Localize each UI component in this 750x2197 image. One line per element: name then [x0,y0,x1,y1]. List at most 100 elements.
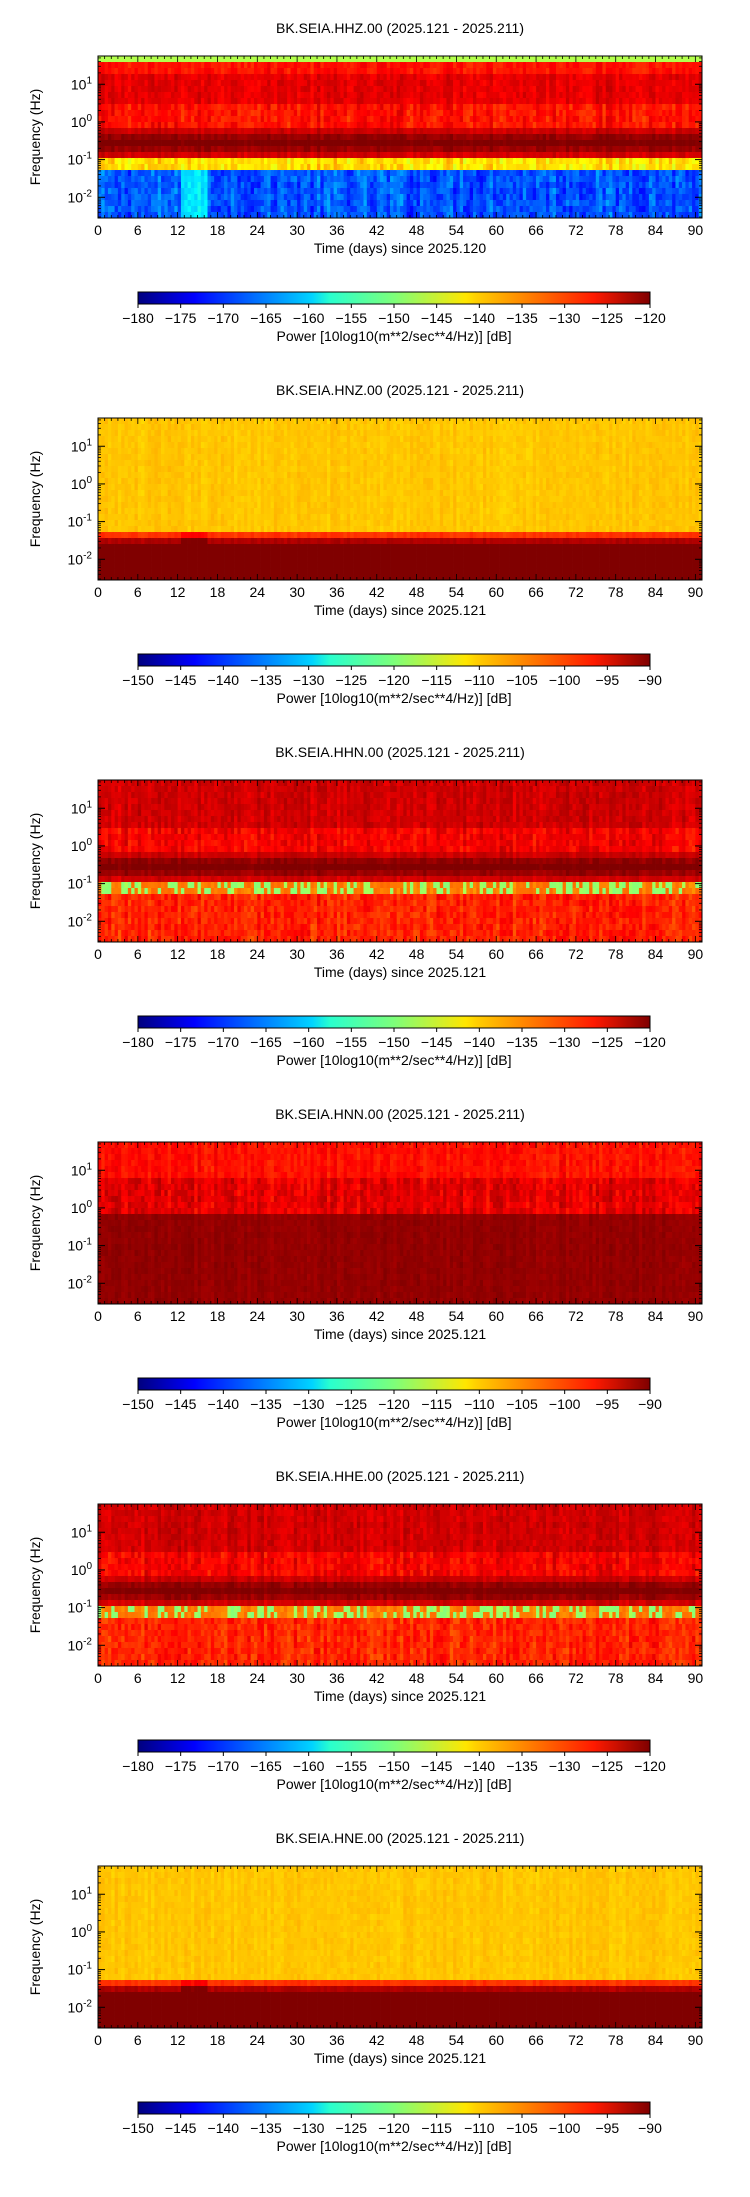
heatmap-cell [220,158,225,165]
heatmap-cell [310,188,315,195]
heatmap-cell [121,62,125,69]
heatmap-cell [403,182,407,189]
heatmap-cell [516,128,520,135]
heatmap-cell [117,56,122,63]
heatmap-cell [585,212,590,219]
heatmap-cell [147,134,152,141]
heatmap-cell [406,104,411,111]
heatmap-cell [141,170,145,177]
heatmap-cell [652,188,656,195]
heatmap-cell [253,146,258,153]
heatmap-cell [184,110,188,117]
heatmap-cell [433,140,437,147]
heatmap-cell [124,110,129,117]
heatmap-cell [565,62,570,69]
heatmap-cell [317,158,321,165]
heatmap-cell [502,140,507,147]
heatmap-cell [672,74,676,81]
heatmap-cell [320,170,325,177]
heatmap-cell [526,68,530,75]
heatmap-cell [131,116,135,123]
heatmap-cell [463,212,467,219]
heatmap-cell [562,68,567,75]
heatmap-cell [642,56,646,63]
heatmap-cell [682,182,686,189]
heatmap-cell [622,62,627,69]
heatmap-cell [482,86,487,93]
heatmap-cell [380,164,384,171]
heatmap-cell [164,152,169,159]
heatmap-cell [161,212,165,219]
heatmap-cell [326,176,331,183]
heatmap-cell [157,134,162,141]
heatmap-cell [217,80,222,87]
heatmap-cell [552,98,557,105]
heatmap-cell [672,56,676,63]
heatmap-cell [426,176,431,183]
heatmap-cell [177,68,182,75]
heatmap-cell [104,164,109,171]
heatmap-cell [253,158,258,165]
heatmap-cell [466,128,471,135]
heatmap-cell [546,164,550,171]
heatmap-cell [154,62,159,69]
heatmap-cell [227,74,232,81]
heatmap-cell [512,206,517,213]
heatmap-cell [300,86,305,93]
heatmap-cell [217,170,222,177]
heatmap-cell [124,206,129,213]
heatmap-cell [396,98,401,105]
heatmap-cell [453,116,457,123]
heatmap-cell [124,74,129,81]
heatmap-cell [675,188,680,195]
heatmap-cell [297,140,301,147]
heatmap-cell [516,62,520,69]
heatmap-cell [652,152,656,159]
heatmap-cell [134,62,139,69]
heatmap-cell [562,176,567,183]
heatmap-cell [373,122,378,129]
heatmap-cell [632,92,636,99]
heatmap-cell [512,74,517,81]
heatmap-cell [539,146,544,153]
heatmap-cell [546,200,550,207]
heatmap-cell [638,206,643,213]
heatmap-cell [562,182,567,189]
heatmap-cell [612,176,617,183]
heatmap-cell [320,194,325,201]
heatmap-cell [579,194,583,201]
heatmap-cell [353,62,358,69]
heatmap-cell [101,140,105,147]
heatmap-cell [117,98,122,105]
heatmap-cell [174,86,178,93]
heatmap-cell [506,176,510,183]
heatmap-cell [127,122,132,129]
heatmap-cell [579,74,583,81]
heatmap-cell [489,164,494,171]
heatmap-cell [502,62,507,69]
heatmap-cell [492,212,497,219]
heatmap-cell [297,158,301,165]
heatmap-cell [635,158,640,165]
heatmap-cell [260,92,265,99]
heatmap-cell [224,86,228,93]
heatmap-cell [426,140,431,147]
heatmap-cell [144,134,149,141]
heatmap-cell [310,104,315,111]
heatmap-cell [625,206,630,213]
heatmap-cell [297,122,301,129]
heatmap-cell [151,56,155,63]
heatmap-cell [539,86,544,93]
heatmap-cell [336,122,341,129]
heatmap-cell [230,200,235,207]
heatmap-cell [678,56,683,63]
heatmap-cell [499,206,504,213]
heatmap-cell [622,140,627,147]
heatmap-cell [589,104,593,111]
heatmap-cell [638,158,643,165]
heatmap-cell [137,182,142,189]
heatmap-cell [453,182,457,189]
heatmap-cell [473,176,477,183]
heatmap-cell [161,170,165,177]
heatmap-cell [509,74,514,81]
